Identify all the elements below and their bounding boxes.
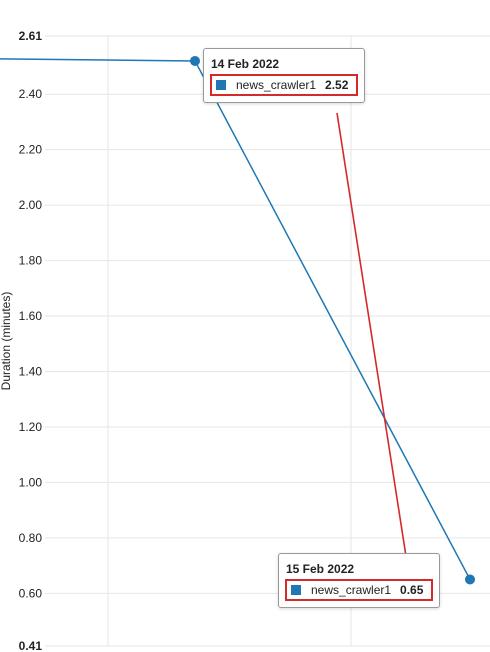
tooltip-feb-14: 14 Feb 2022 news_crawler1 2.52 (203, 48, 366, 103)
y-tick-label: 2.61 (19, 29, 43, 43)
tooltip-highlight-row: news_crawler1 2.52 (210, 74, 359, 96)
y-axis-title: Duration (minutes) (0, 292, 13, 391)
y-tick-label: 1.40 (19, 365, 43, 379)
y-tick-label: 1.00 (19, 475, 43, 489)
tooltip-date: 15 Feb 2022 (286, 562, 355, 576)
y-tick-label: 0.60 (19, 586, 43, 600)
tooltip-value: 0.65 (400, 583, 424, 597)
series-color-swatch (216, 80, 226, 90)
y-tick-label: 2.00 (19, 198, 43, 212)
y-tick-label: 0.80 (19, 531, 43, 545)
data-point[interactable] (465, 574, 475, 585)
y-tick-label: 0.41 (19, 639, 43, 652)
tooltip-value: 2.52 (325, 78, 349, 92)
series-color-swatch (291, 585, 301, 595)
y-tick-label: 1.80 (19, 254, 43, 268)
tooltip-series-name: news_crawler1 (311, 583, 392, 597)
tooltip-series-name: news_crawler1 (236, 78, 317, 92)
y-axis-ticks: 2.61 2.40 2.20 2.00 1.80 1.60 1.40 1.20 1.00 0.80… (19, 29, 43, 652)
y-tick-label: 2.40 (19, 87, 43, 101)
annotation-arrow (336, 112, 413, 572)
y-tick-label: 1.60 (19, 309, 43, 323)
tooltip-date: 14 Feb 2022 (211, 57, 280, 71)
series-line (0, 58, 471, 580)
series-news-crawler1 (0, 55, 475, 585)
annotation-arrow-line (336, 112, 413, 572)
data-point[interactable] (190, 55, 200, 66)
y-tick-label: 2.20 (19, 143, 43, 157)
tooltip-highlight-row: news_crawler1 0.65 (285, 579, 434, 601)
y-tick-label: 1.20 (19, 420, 43, 434)
tooltip-feb-15: 15 Feb 2022 news_crawler1 0.65 (278, 553, 441, 608)
